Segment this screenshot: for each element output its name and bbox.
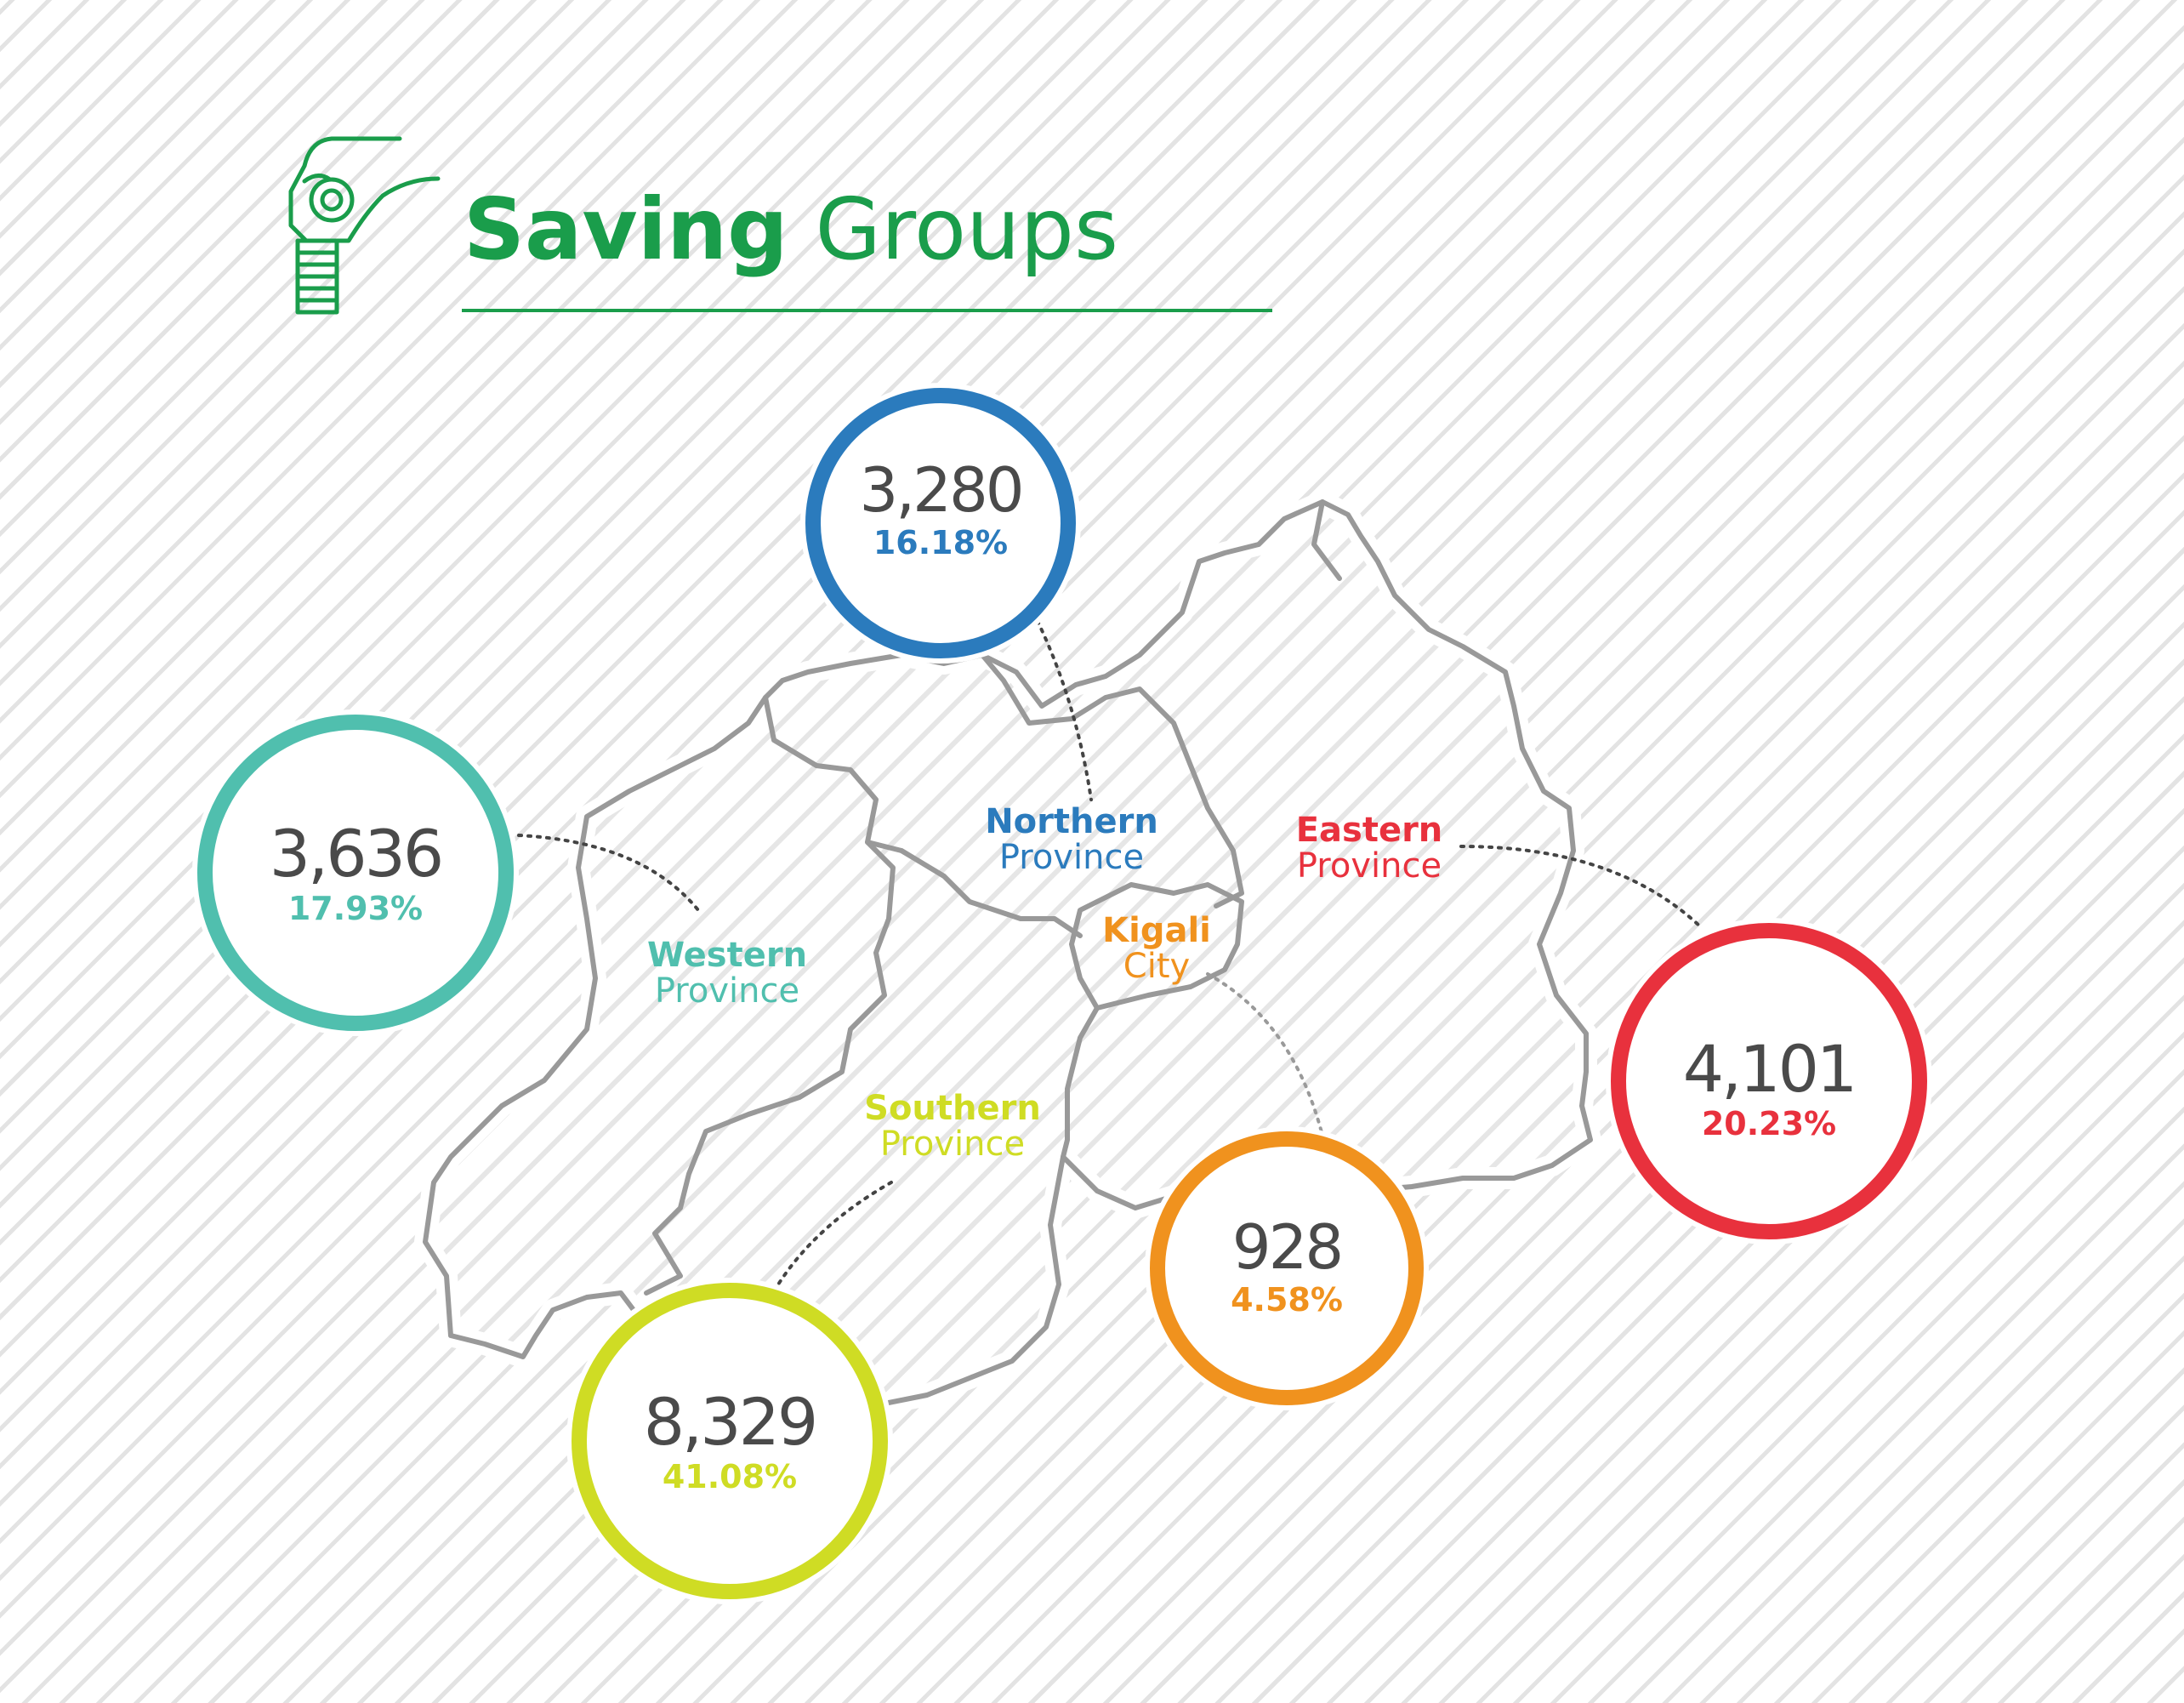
bubble-eastern-province: 4,101 20.23% [1611,923,1927,1239]
northern-name: Northern [985,802,1158,841]
southern-kind: Province [879,1125,1026,1164]
connector-eastern [1459,845,1703,929]
southern-count: 8,329 [643,1384,819,1460]
label-western-province: Western Province [617,937,838,1009]
connector-kigali [1206,972,1324,1137]
eastern-name: Eastern [1295,811,1443,850]
page-title: Saving Groups [464,179,1118,281]
kigali-count: 928 [1231,1211,1344,1283]
northern-count: 3,280 [859,454,1024,526]
eastern-percent: 20.23% [1701,1105,1837,1142]
bubble-northern-province: 3,280 16.18% [805,388,1076,658]
northern-kind: Province [998,838,1145,877]
eastern-count: 4,101 [1682,1031,1858,1107]
kigali-percent: 4.58% [1231,1281,1343,1319]
bubble-western-province: 3,636 17.93% [197,715,514,1031]
hand-coin-stack-icon [288,136,441,315]
kigali-name: Kigali [1102,911,1211,950]
bubble-southern-province: 8,329 41.08% [572,1283,888,1599]
label-eastern-province: Eastern Province [1259,812,1480,884]
title-underline [462,309,1272,312]
western-percent: 17.93% [287,890,424,927]
province-borders [644,499,1342,1296]
title-light-word: Groups [815,179,1119,279]
label-kigali-city: Kigali City [1072,913,1242,984]
kigali-kind: City [1123,947,1191,986]
western-kind: Province [654,971,800,1011]
connector-northern [1032,611,1093,801]
label-northern-province: Northern Province [961,804,1182,875]
connector-lines [517,611,1703,1286]
northern-percent: 16.18% [873,524,1009,561]
connector-southern [776,1181,893,1286]
bubble-kigali-city: 928 4.58% [1150,1131,1424,1405]
southern-name: Southern [864,1089,1041,1128]
title-bold-word: Saving [464,179,788,279]
connector-western [517,834,703,916]
western-name: Western [646,936,808,975]
eastern-kind: Province [1296,846,1442,886]
label-southern-province: Southern Province [833,1091,1072,1162]
western-count: 3,636 [269,816,445,891]
southern-percent: 41.08% [662,1458,798,1495]
